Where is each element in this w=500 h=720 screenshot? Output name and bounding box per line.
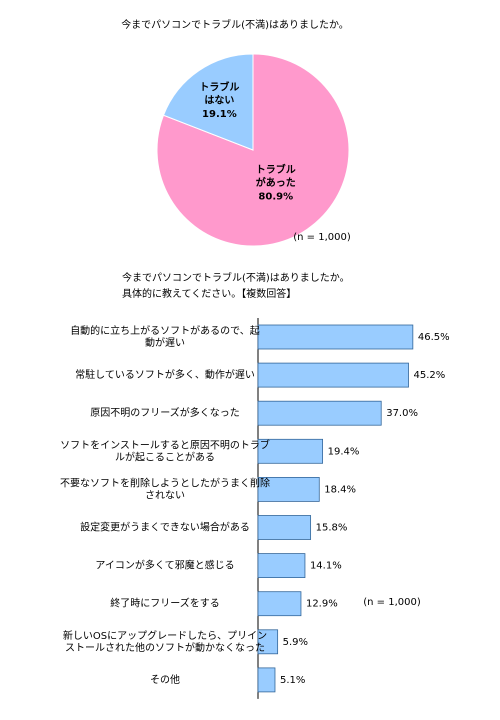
slice-label-line: トラブル (256, 163, 296, 176)
value-label: 37.0% (386, 408, 418, 419)
slice-value-line: 19.1% (202, 109, 237, 120)
bar (257, 400, 382, 426)
category-label-line: 原因不明のフリーズが多くなった (90, 406, 240, 419)
note: (n = 1,000) (293, 232, 351, 243)
category-label: 終了時にフリーズをする (110, 597, 220, 610)
category-label: 設定変更がうまくできない場合がある (80, 521, 250, 534)
bar (257, 515, 312, 540)
bar (257, 324, 414, 350)
value-label-line: 19.4% (328, 446, 360, 457)
category-label-line: 自動的に立ち上がるソフトがあるので、起 (70, 324, 260, 337)
value-label: 19.4% (328, 446, 360, 457)
bar-title: 今までパソコンでトラブル(不満)はありましたか。具体的に教えてください。【複数回… (122, 271, 350, 300)
bar (257, 362, 409, 388)
value-label: 12.9% (306, 599, 338, 610)
category-label-line: ルが起こることがある (115, 450, 215, 463)
value-label-line: 18.4% (324, 484, 356, 495)
slice-value: 80.9% (258, 191, 293, 202)
category-label: 不要なソフトを削除しようとしたがうまく削除されない (60, 476, 270, 501)
slice-value-line: 80.9% (258, 191, 293, 202)
category-label-line: 動が遅い (145, 336, 185, 349)
category-label: ソフトをインストールすると原因不明のトラブルが起こることがある (60, 438, 270, 463)
slice-label-line: があった (256, 176, 296, 189)
category-label: 常駐しているソフトが多く、動作が遅い (75, 368, 255, 381)
category-label-line: 新しいOSにアップグレードしたら、プリイン (63, 629, 267, 642)
value-label: 5.1% (280, 675, 305, 686)
value-label-line: 15.8% (316, 523, 348, 534)
value-label-line: 46.5% (418, 332, 450, 343)
category-label-line: その他 (150, 673, 180, 686)
bar (257, 476, 320, 502)
category-label-line: ストールされた他のソフトが動かなくなった (65, 641, 265, 654)
slice-label-line: はない (204, 94, 234, 106)
slice-label-line: トラブル (199, 80, 239, 93)
note: (n = 1,000) (363, 597, 421, 608)
value-label-line: 45.2% (414, 370, 446, 381)
slice-label: トラブルはない (199, 80, 239, 106)
pie-title: 今までパソコンでトラブル(不満)はありましたか。 (121, 18, 349, 31)
bar (257, 438, 324, 464)
pie-title-line: 今までパソコンでトラブル(不満)はありましたか。 (121, 18, 349, 31)
slice-label: トラブルがあった (256, 163, 296, 189)
category-label: 原因不明のフリーズが多くなった (90, 406, 240, 419)
bar (257, 667, 276, 693)
value-label-line: 5.9% (283, 637, 308, 648)
bar (257, 629, 279, 655)
value-label: 15.8% (316, 523, 348, 534)
category-label-line: ソフトをインストールすると原因不明のトラブ (60, 438, 270, 451)
bar (257, 591, 302, 617)
bar-title-line: 具体的に教えてください。【複数回答】 (122, 287, 296, 300)
category-label-line: 常駐しているソフトが多く、動作が遅い (75, 368, 255, 381)
value-label-line: 12.9% (306, 599, 338, 610)
value-label: 46.5% (418, 332, 450, 343)
value-label: 14.1% (310, 561, 342, 572)
value-label: 18.4% (324, 484, 356, 495)
slice-value: 19.1% (202, 109, 237, 120)
note-line: (n = 1,000) (293, 232, 351, 243)
category-label-line: されない (145, 489, 185, 501)
category-label-line: アイコンが多くて邪魔と感じる (95, 559, 234, 572)
value-label-line: 5.1% (280, 675, 305, 686)
pie-slice (162, 53, 254, 151)
value-label-line: 14.1% (310, 561, 342, 572)
value-label: 5.9% (283, 637, 308, 648)
bar (257, 553, 306, 578)
bar-title-line: 今までパソコンでトラブル(不満)はありましたか。 (122, 271, 350, 284)
category-label: その他 (150, 673, 180, 686)
category-label-line: 設定変更がうまくできない場合がある (80, 521, 250, 534)
category-label-line: 不要なソフトを削除しようとしたがうまく削除 (60, 476, 270, 489)
note-line: (n = 1,000) (363, 597, 421, 608)
value-label-line: 37.0% (386, 408, 418, 419)
category-label-line: 終了時にフリーズをする (110, 597, 220, 610)
category-label: アイコンが多くて邪魔と感じる (95, 559, 234, 572)
value-label: 45.2% (414, 370, 446, 381)
category-label: 新しいOSにアップグレードしたら、プリインストールされた他のソフトが動かなくなっ… (63, 629, 267, 654)
category-label: 自動的に立ち上がるソフトがあるので、起動が遅い (70, 324, 260, 349)
